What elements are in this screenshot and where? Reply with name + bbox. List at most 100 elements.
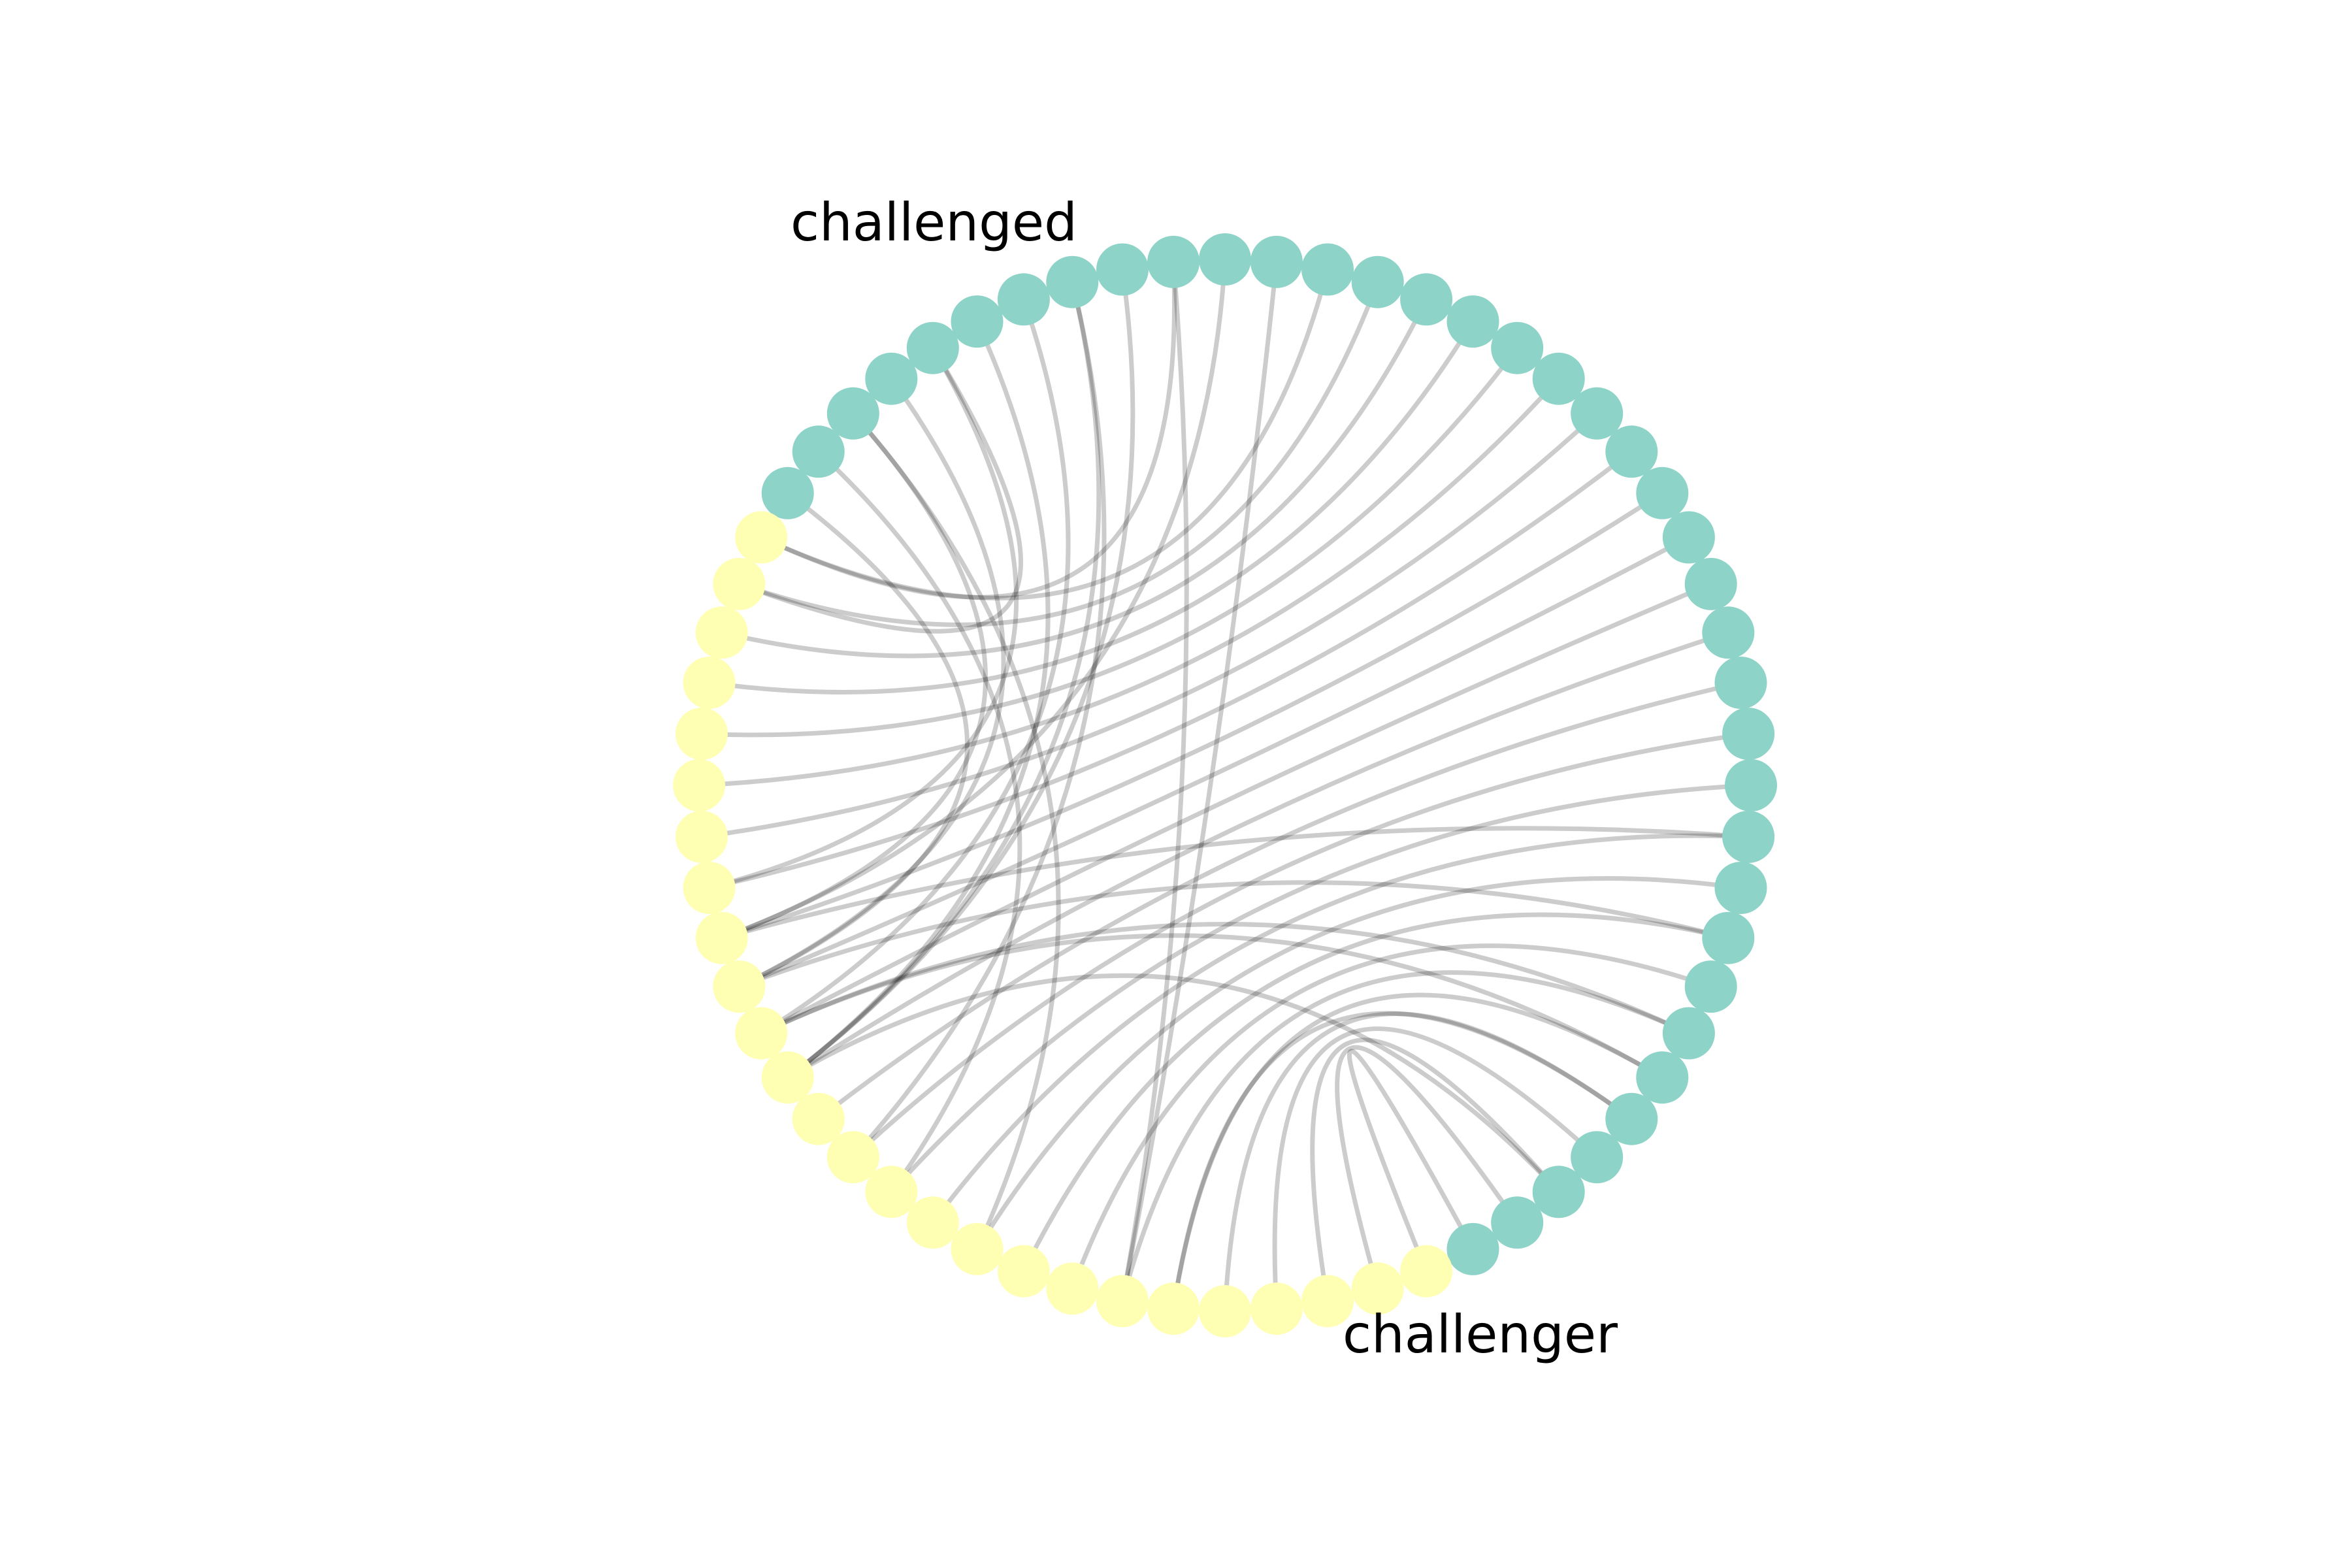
challenger-node <box>683 862 736 914</box>
challenged-node <box>1702 911 1755 964</box>
challenger-node <box>675 810 728 863</box>
challenged-node <box>951 295 1004 348</box>
challenger-node <box>1199 1285 1251 1337</box>
edge <box>786 281 1102 1079</box>
edge <box>851 412 1061 1250</box>
challenger-node <box>675 708 728 760</box>
edge <box>738 880 1729 989</box>
challenged-node <box>1714 657 1767 709</box>
challenger-node <box>761 1051 814 1104</box>
edge <box>760 581 1712 1036</box>
edge <box>1335 1045 1520 1290</box>
challenger-node <box>1250 1282 1303 1335</box>
edge <box>708 449 1633 890</box>
edge <box>708 346 1019 890</box>
challenged-node <box>1571 387 1624 440</box>
edge <box>851 731 1749 1159</box>
challenged-node <box>1605 1092 1658 1145</box>
challenged-node <box>1446 295 1499 348</box>
challenged-node <box>1199 233 1251 286</box>
challenger-node <box>1046 1262 1099 1315</box>
challenged-node <box>1046 255 1099 308</box>
challenger-node <box>792 1092 845 1145</box>
edge <box>738 281 1380 627</box>
challenger-node <box>735 511 788 564</box>
edge <box>1120 261 1279 1302</box>
edge <box>760 261 1177 600</box>
edge <box>709 320 1475 694</box>
challenger-node <box>1147 1282 1200 1335</box>
challenged-node <box>1491 1196 1544 1249</box>
edge <box>738 346 1023 634</box>
edge-layer <box>698 259 1752 1312</box>
edge <box>931 833 1749 1224</box>
edge <box>786 630 1729 1080</box>
edge <box>721 491 1664 941</box>
challenger-node <box>1351 1262 1404 1315</box>
challenged-node <box>1096 243 1149 296</box>
challenger-node <box>826 1131 879 1184</box>
edge <box>738 377 1006 989</box>
edge <box>738 535 1690 989</box>
challenger-node <box>997 1245 1050 1298</box>
challenged-node <box>1725 759 1777 811</box>
challenger-node <box>713 557 766 610</box>
challenged-node <box>1702 606 1755 659</box>
challenged-node <box>1714 862 1767 914</box>
challenged-node <box>1636 466 1689 519</box>
edge <box>738 491 970 989</box>
challenger-node <box>695 606 748 659</box>
challenger-node <box>683 657 736 709</box>
challenged-node <box>1532 352 1585 405</box>
edge <box>760 922 1690 1036</box>
edge <box>786 320 1051 1079</box>
edge <box>701 346 1519 738</box>
challenger-node <box>951 1222 1004 1275</box>
edge <box>1272 1026 1599 1309</box>
challenged-node <box>1351 255 1404 308</box>
edge <box>1021 912 1729 1273</box>
challenged-node <box>826 387 879 440</box>
challenged-node <box>1722 708 1775 760</box>
challenged-node <box>865 352 918 405</box>
challenger-node <box>735 1007 788 1060</box>
edge <box>786 269 1135 1079</box>
edge <box>1120 261 1189 1302</box>
challenged-node <box>1250 235 1303 288</box>
challenger-node <box>1301 1275 1354 1328</box>
challenged-node <box>1722 810 1775 863</box>
challenged-node <box>1684 557 1737 610</box>
edge <box>698 377 1561 788</box>
challenged-node <box>1491 321 1544 374</box>
edge <box>701 412 1599 840</box>
edge <box>721 298 1429 659</box>
challenged-node <box>1662 1007 1715 1060</box>
challenger-group-label: challenger <box>1343 1304 1618 1365</box>
challenger-node <box>906 1196 959 1249</box>
challenged-node <box>1532 1166 1585 1218</box>
edge <box>817 680 1742 1121</box>
challenger-node <box>713 960 766 1013</box>
challenger-node <box>695 911 748 964</box>
challenger-node <box>1400 1245 1453 1298</box>
edge <box>1070 943 1712 1290</box>
challenger-node <box>865 1166 918 1218</box>
edge <box>1171 1011 1633 1309</box>
edge <box>760 269 1330 601</box>
edge <box>817 449 1022 1194</box>
challenger-node <box>1096 1275 1149 1328</box>
edge <box>786 973 1561 1194</box>
challenged-node <box>1301 243 1354 296</box>
edge <box>975 876 1741 1250</box>
node-layer <box>673 233 1777 1337</box>
edge <box>1310 1037 1561 1302</box>
challenged-node <box>1636 1051 1689 1104</box>
edge <box>851 281 1107 1159</box>
challenged-node <box>1446 1222 1499 1275</box>
challenged-node <box>792 425 845 478</box>
edge <box>1120 970 1690 1302</box>
challenged-node <box>906 321 959 374</box>
edge <box>1171 992 1664 1309</box>
edge <box>721 259 1228 940</box>
